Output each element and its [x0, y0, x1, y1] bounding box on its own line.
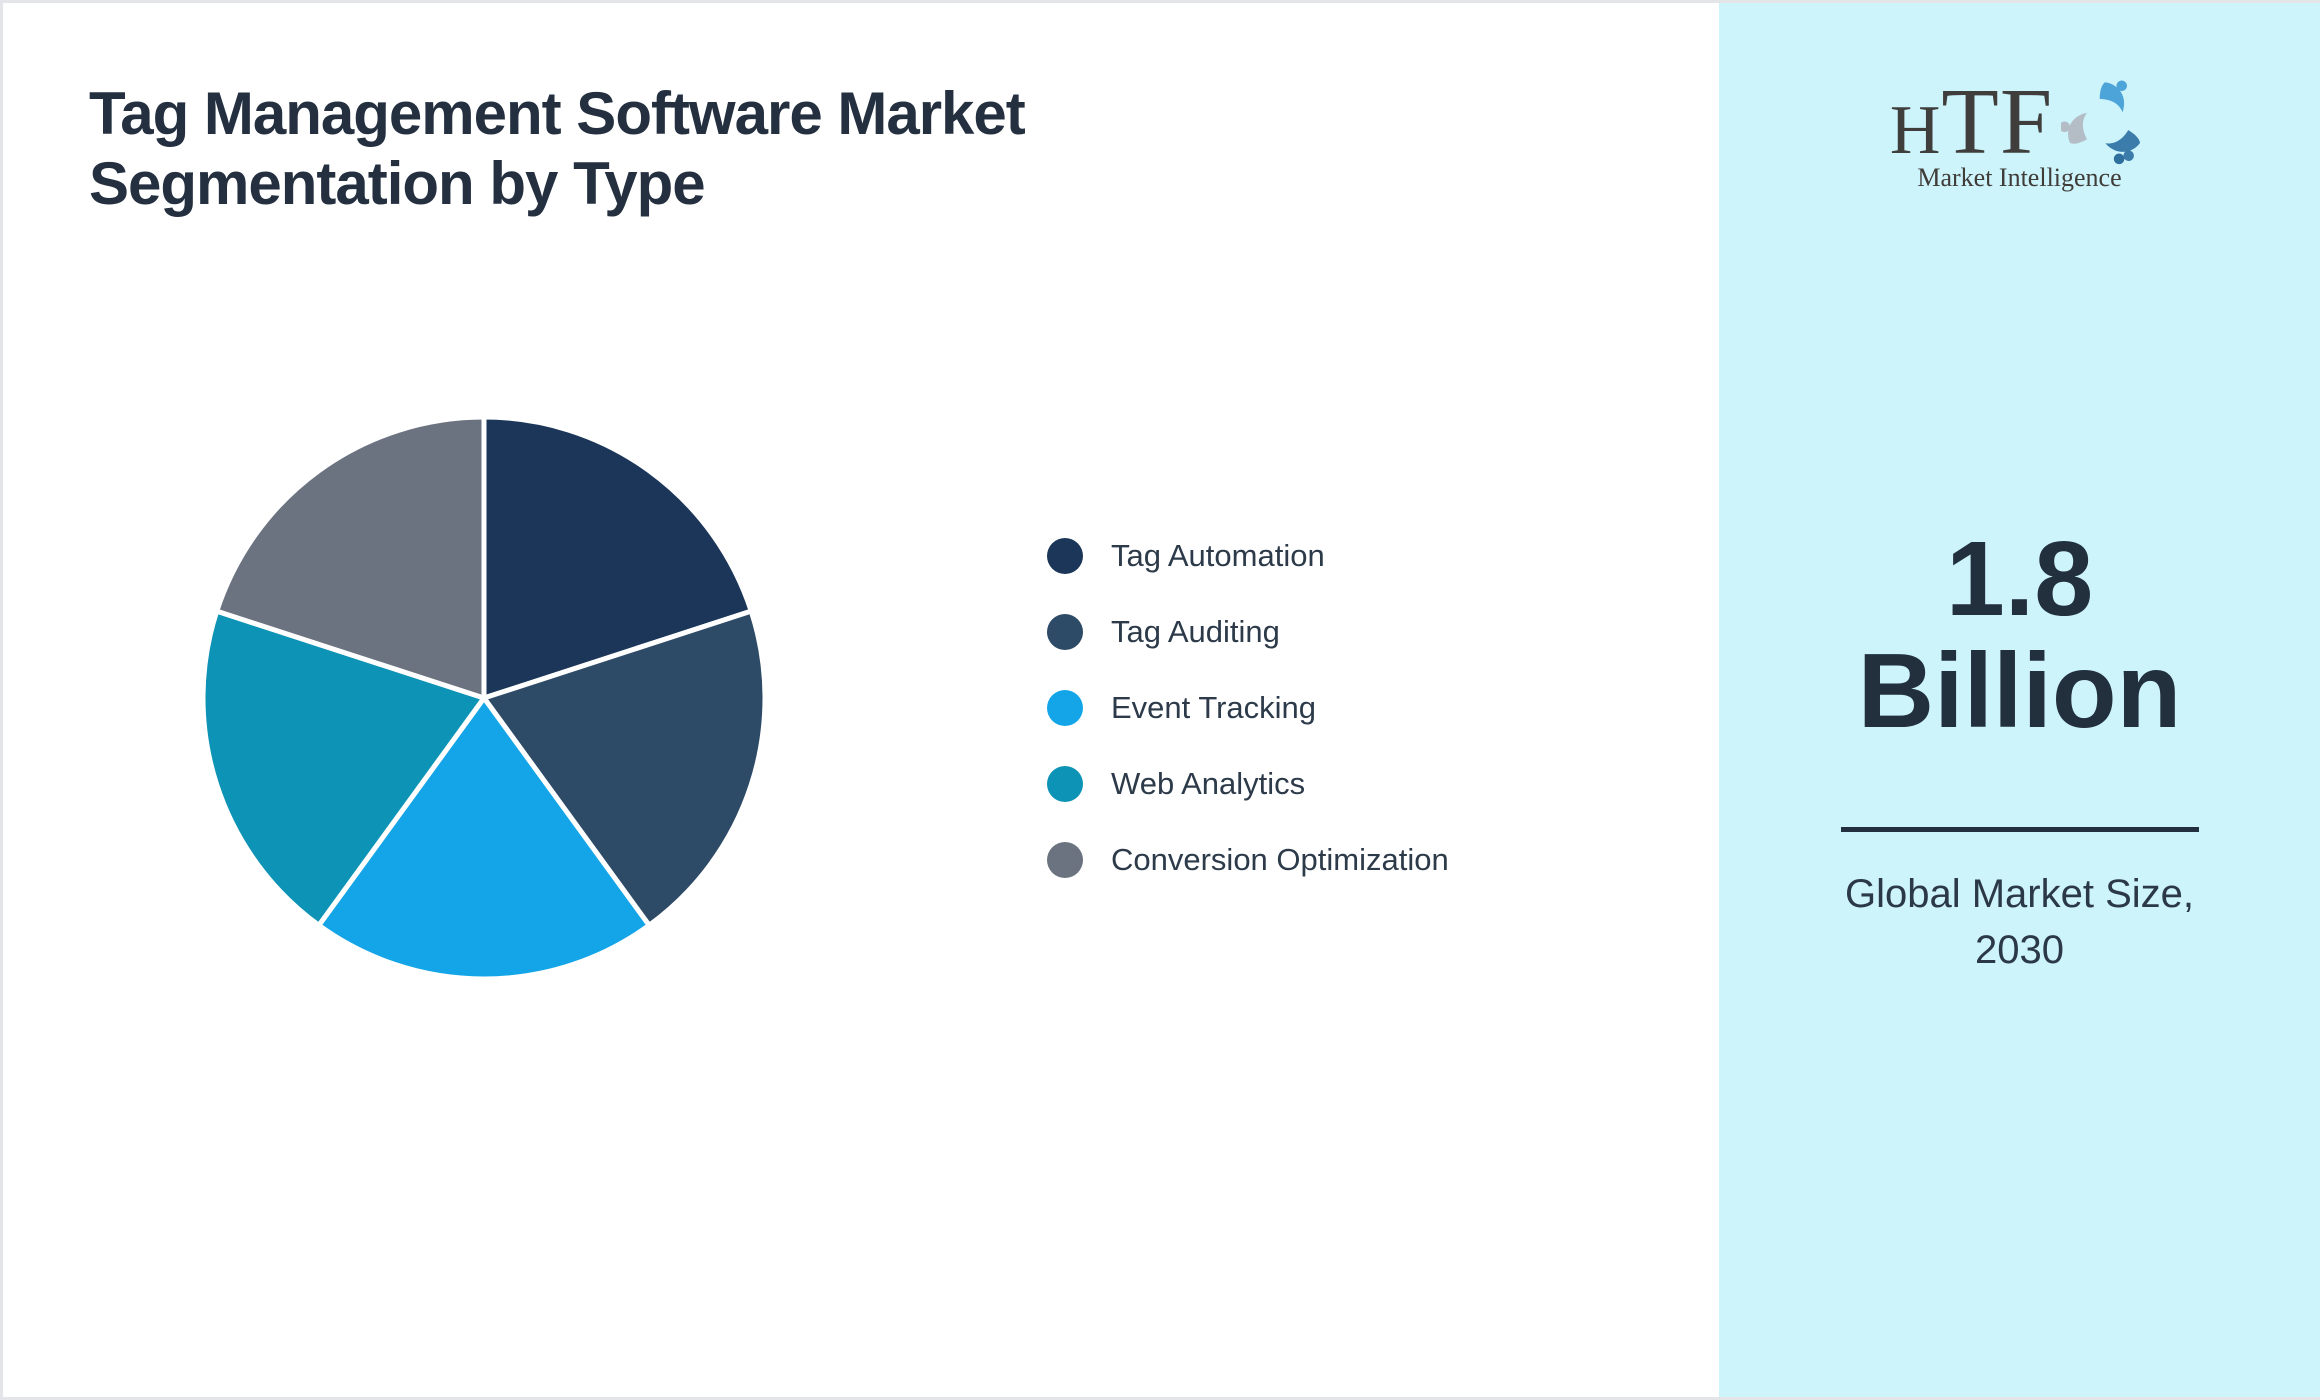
legend-label: Web Analytics: [1111, 766, 1306, 801]
metric-caption: Global Market Size, 2030: [1719, 866, 2320, 978]
metric-value: 1.8: [1945, 520, 2094, 638]
sidebar: HTF Market Intelligence 1.8 Billion Glob…: [1719, 3, 2320, 1397]
metric-divider: [1840, 827, 2199, 832]
legend-color-dot-icon: [1047, 842, 1083, 878]
pie-slice: [481, 414, 754, 701]
legend-label: Conversion Optimization: [1111, 842, 1449, 877]
legend-item: Tag Auditing: [1047, 610, 1449, 654]
metric-caption-line2: 2030: [1975, 928, 2064, 972]
legend-label: Tag Auditing: [1111, 614, 1280, 649]
pie-slice: [200, 608, 487, 928]
metric-block: 1.8 Billion Global Market Size, 2030: [1719, 523, 2320, 978]
pie-slice: [214, 414, 487, 701]
metric-unit: Billion: [1857, 632, 2182, 750]
logo-subtitle: Market Intelligence: [1917, 163, 2122, 192]
legend-item: Tag Automation: [1047, 534, 1449, 578]
legend-item: Web Analytics: [1047, 762, 1449, 806]
pie-chart: [200, 414, 768, 982]
logo-swirl-figures-icon: [2061, 80, 2141, 165]
pie-chart-container: [174, 388, 794, 1008]
legend-color-dot-icon: [1047, 614, 1083, 650]
legend-label: Event Tracking: [1111, 690, 1317, 725]
legend-label: Tag Automation: [1111, 538, 1325, 573]
logo-acronym: HTF: [1889, 69, 2054, 174]
pie-slice: [481, 608, 768, 928]
legend-item: Event Tracking: [1047, 686, 1449, 730]
legend-item: Conversion Optimization: [1047, 838, 1449, 882]
legend-color-dot-icon: [1047, 538, 1083, 574]
legend-color-dot-icon: [1047, 766, 1083, 802]
metric-caption-line1: Global Market Size,: [1844, 872, 2195, 916]
legend: Tag Automation Tag Auditing Event Tracki…: [1047, 534, 1449, 914]
brand-logo: HTF Market Intelligence: [1719, 69, 2320, 193]
page-title: Tag Management Software Market Segmentat…: [89, 80, 1026, 217]
legend-color-dot-icon: [1047, 690, 1083, 726]
pie-slice: [316, 695, 652, 982]
